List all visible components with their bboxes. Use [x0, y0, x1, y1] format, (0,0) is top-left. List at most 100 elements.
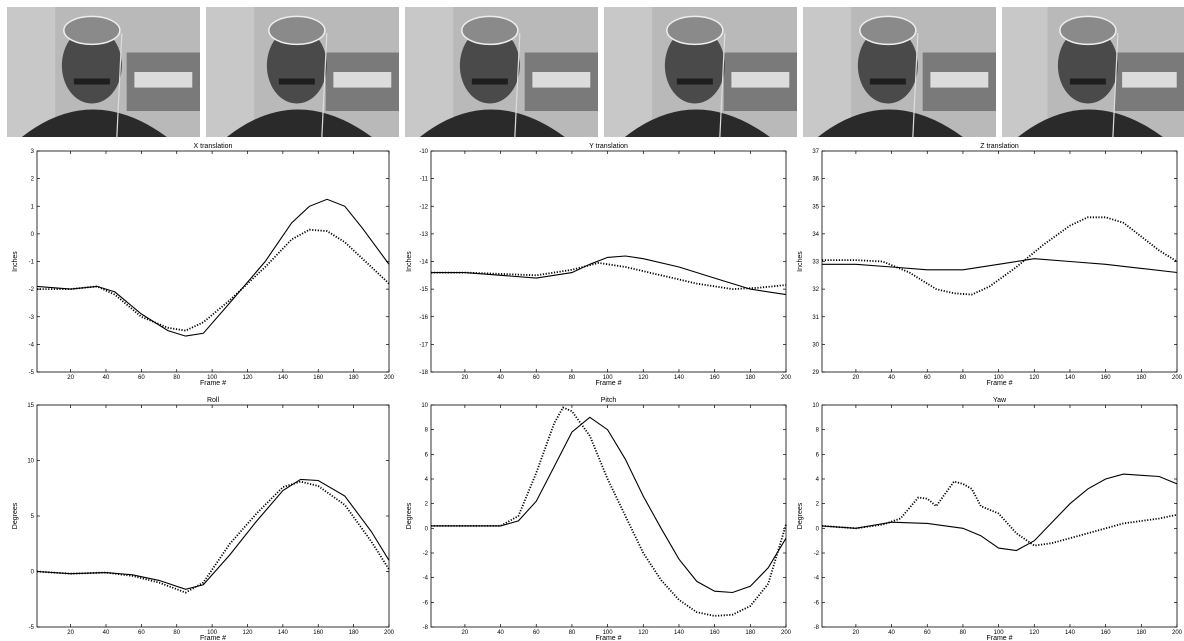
x-tick-label: 80 [569, 630, 576, 636]
x-tick-label: 40 [103, 630, 110, 636]
y-tick-label: -1 [29, 260, 35, 266]
x-tick-label: 20 [462, 630, 469, 636]
x-tick-label: 120 [1029, 630, 1040, 636]
y-axis-label: Degrees [12, 502, 19, 529]
y-axis-label: Inches [12, 251, 19, 272]
y-tick-label: 3 [31, 149, 35, 155]
x-tick-label: 40 [497, 375, 504, 381]
x-tick-label: 140 [1065, 630, 1076, 636]
x-tick-label: 140 [674, 375, 685, 381]
x-tick-label: 120 [638, 375, 649, 381]
series-line-dotted [822, 216, 1178, 296]
x-tick-label: 100 [994, 375, 1005, 381]
x-tick-label: 60 [138, 630, 145, 636]
x-tick-label: 200 [384, 375, 395, 381]
y-tick-label: -3 [29, 315, 35, 321]
y-tick-label: 10 [421, 403, 428, 409]
x-tick-label: 40 [103, 375, 110, 381]
y-tick-label: -8 [423, 625, 429, 631]
y-tick-label: 8 [816, 428, 820, 434]
video-frame-icon [206, 7, 399, 137]
series-line-solid [36, 478, 390, 590]
video-frame-icon [1002, 7, 1184, 137]
x-tick-label: 180 [745, 375, 756, 381]
plot-frame [821, 404, 1178, 628]
y-tick-label: 0 [31, 570, 35, 576]
y-tick-label: 2 [425, 502, 429, 508]
y-tick-label: 0 [31, 232, 35, 238]
series-line-solid [36, 198, 390, 337]
y-tick-label: -14 [419, 260, 428, 266]
x-axis-label: Frame # [200, 380, 226, 387]
x-axis-label: Frame # [986, 635, 1012, 641]
series-line-solid [431, 416, 787, 594]
x-tick-label: 160 [1101, 630, 1112, 636]
y-tick-label: 6 [425, 452, 429, 458]
y-tick-label: -13 [419, 232, 428, 238]
y-tick-label: 35 [812, 204, 819, 210]
x-axis-label: Frame # [595, 380, 621, 387]
x-tick-label: 140 [1065, 375, 1076, 381]
video-frame-strip [0, 0, 1184, 138]
series-line-dotted [36, 480, 390, 594]
y-tick-label: 33 [812, 260, 819, 266]
y-tick-label: -10 [419, 149, 428, 155]
y-tick-label: -6 [423, 600, 429, 606]
x-tick-label: 120 [1029, 375, 1040, 381]
chart-title: Roll [207, 397, 220, 404]
x-tick-label: 60 [533, 375, 540, 381]
y-tick-label: 1 [31, 204, 35, 210]
y-axis-label: Inches [406, 251, 413, 272]
frame-image [206, 7, 399, 137]
y-tick-label: -5 [29, 370, 35, 376]
x-tick-label: 80 [960, 630, 967, 636]
x-tick-label: 200 [1172, 630, 1183, 636]
video-frame-icon [604, 7, 797, 137]
y-tick-label: 36 [812, 177, 819, 183]
frame-image [7, 7, 200, 137]
frame-image [803, 7, 996, 137]
y-tick-label: -2 [29, 287, 35, 293]
y-tick-label: 5 [31, 514, 35, 520]
x-tick-label: 200 [781, 630, 792, 636]
x-tick-label: 40 [497, 630, 504, 636]
x-tick-label: 200 [781, 375, 792, 381]
x-tick-label: 180 [349, 375, 360, 381]
x-tick-label: 120 [242, 375, 253, 381]
x-tick-label: 20 [853, 375, 860, 381]
plot-frame [36, 404, 390, 628]
x-tick-label: 100 [603, 630, 614, 636]
y-tick-label: -4 [814, 576, 820, 582]
x-tick-label: 60 [533, 630, 540, 636]
x-tick-label: 20 [67, 630, 74, 636]
frame-image [1002, 7, 1184, 137]
plot-frame [430, 404, 787, 628]
x-tick-label: 140 [674, 630, 685, 636]
x-tick-label: 120 [638, 630, 649, 636]
y-tick-label: -6 [814, 600, 820, 606]
x-tick-label: 100 [207, 630, 218, 636]
frame-image [405, 7, 598, 137]
x-tick-label: 100 [603, 375, 614, 381]
y-tick-label: 8 [425, 428, 429, 434]
x-tick-label: 60 [924, 375, 931, 381]
x-tick-label: 60 [138, 375, 145, 381]
y-tick-label: 2 [31, 177, 35, 183]
chart-panel: Y translation Frame # Inches 20 40 60 80 100 120… [406, 143, 792, 387]
y-tick-label: -15 [419, 287, 428, 293]
x-tick-label: 40 [888, 375, 895, 381]
x-tick-label: 20 [462, 375, 469, 381]
y-tick-label: -5 [29, 625, 35, 631]
x-axis-label: Frame # [986, 380, 1012, 387]
chart-title: Pitch [601, 397, 617, 404]
x-tick-label: 20 [853, 630, 860, 636]
x-tick-label: 200 [384, 630, 395, 636]
chart-title: X translation [194, 143, 233, 150]
x-tick-label: 140 [278, 375, 289, 381]
chart-panel: Z translation Frame # Inches 20 40 60 80 100 120… [797, 143, 1183, 387]
x-tick-label: 140 [278, 630, 289, 636]
y-tick-label: -18 [419, 370, 428, 376]
